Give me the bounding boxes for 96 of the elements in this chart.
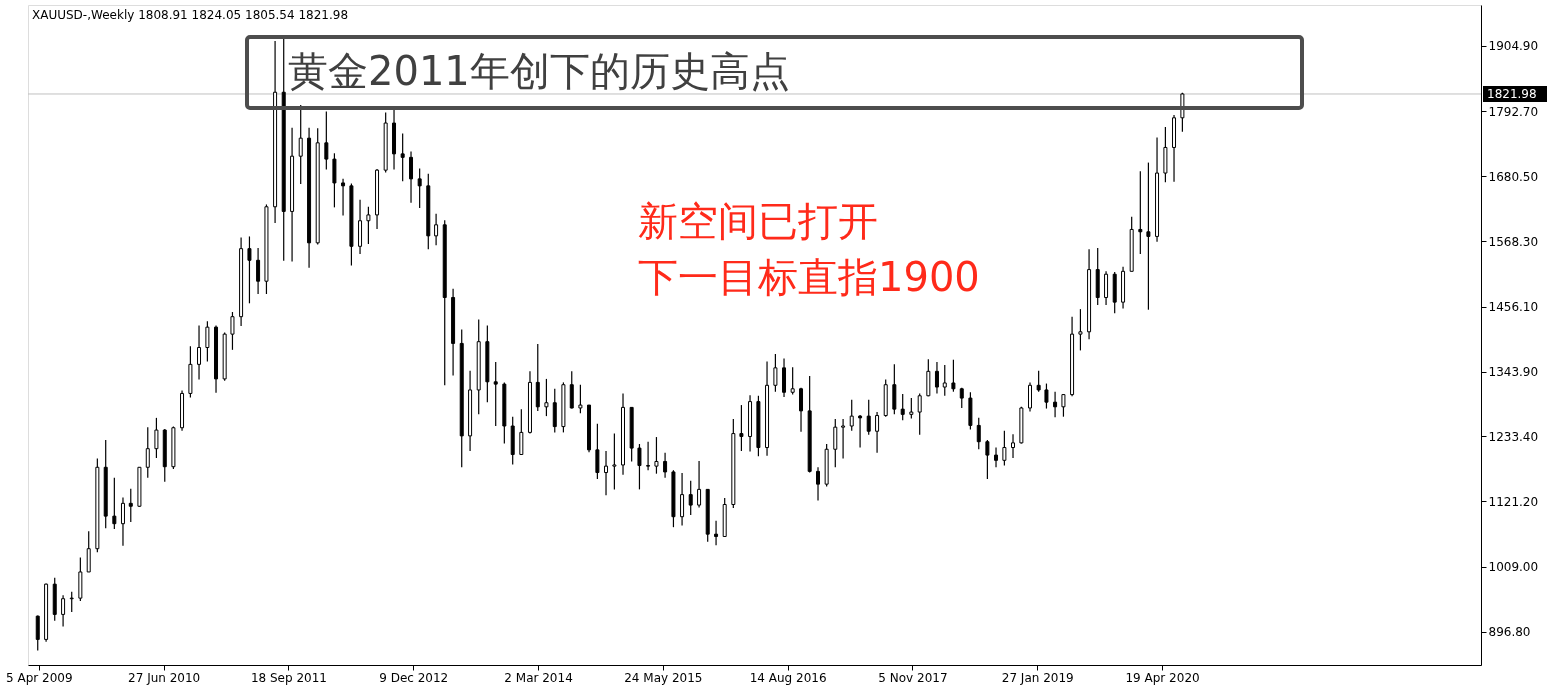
candlestick xyxy=(86,530,91,573)
candlestick xyxy=(205,320,210,363)
candlestick xyxy=(69,591,74,613)
candlestick xyxy=(875,411,880,454)
candlestick xyxy=(663,452,668,479)
candlestick xyxy=(595,423,600,480)
candlestick xyxy=(154,417,159,459)
y-tick-label: 1343.90 xyxy=(1488,365,1539,380)
y-tick-label: 896.80 xyxy=(1488,625,1531,640)
candlestick xyxy=(917,392,922,436)
y-tick-label: 1792.70 xyxy=(1488,104,1539,119)
x-tick-label: 5 Nov 2017 xyxy=(878,670,948,685)
candlestick xyxy=(519,408,524,456)
candlestick xyxy=(332,152,337,208)
candlestick xyxy=(493,361,498,427)
candlestick xyxy=(197,324,202,381)
candlestick xyxy=(942,364,947,397)
candlestick xyxy=(637,443,642,490)
candlestick xyxy=(866,399,871,436)
candlestick xyxy=(417,167,422,209)
candlestick xyxy=(1044,382,1049,410)
annotation: 新空间已打开 xyxy=(638,198,878,244)
x-tick-label: 18 Sep 2011 xyxy=(250,670,327,685)
candlestick xyxy=(112,477,117,530)
candlestick xyxy=(976,417,981,450)
candlestick xyxy=(680,472,685,527)
ref-line-label: 1821.98 xyxy=(1487,86,1537,101)
candlestick xyxy=(544,378,549,417)
candlestick xyxy=(1138,170,1143,255)
candlestick xyxy=(1146,161,1151,311)
candlestick xyxy=(714,520,719,546)
candlestick xyxy=(909,397,914,420)
candlestick xyxy=(951,359,956,393)
candlestick xyxy=(578,384,583,414)
annotation: 黄金2011年创下的历史高点 xyxy=(288,48,790,94)
y-tick-label: 1009.00 xyxy=(1488,560,1539,575)
candlestick xyxy=(35,614,40,652)
x-tick-label: 24 May 2015 xyxy=(624,670,703,685)
candlestick xyxy=(341,178,346,217)
candlestick xyxy=(1078,308,1083,352)
y-tick-label: 1904.90 xyxy=(1488,39,1539,54)
candlestick xyxy=(816,466,821,502)
x-tick-label: 2 Mar 2014 xyxy=(504,670,573,685)
x-tick-label: 19 Apr 2020 xyxy=(1125,670,1200,685)
candlestick xyxy=(985,439,990,480)
candlestick xyxy=(1028,381,1033,413)
candlestick xyxy=(298,104,303,185)
candlestick xyxy=(739,404,744,452)
candlestick xyxy=(324,110,329,171)
candlestick xyxy=(61,594,66,628)
candlestick xyxy=(858,414,863,449)
candlestick xyxy=(833,418,838,468)
candlestick xyxy=(128,488,133,523)
y-tick-label: 1680.50 xyxy=(1488,169,1539,184)
x-tick-label: 5 Apr 2009 xyxy=(6,670,73,685)
candlestick xyxy=(646,441,651,471)
y-tick-label: 1456.10 xyxy=(1488,300,1539,315)
candlestick xyxy=(900,393,905,421)
y-tick-label: 1568.30 xyxy=(1488,235,1539,249)
candlestick xyxy=(434,213,439,246)
candlestick xyxy=(366,206,371,245)
candlestick xyxy=(934,361,939,395)
candlestick xyxy=(145,426,150,479)
candlestick xyxy=(1036,370,1041,393)
candlestick xyxy=(1002,430,1007,467)
candlestick xyxy=(654,436,659,475)
x-tick-label: 9 Dec 2012 xyxy=(379,670,449,685)
candlestick xyxy=(1011,433,1016,459)
candlestick xyxy=(697,460,702,509)
candlestick xyxy=(552,388,557,433)
candlestick xyxy=(841,418,846,460)
candlestick xyxy=(400,132,405,182)
candlestick xyxy=(1053,391,1058,418)
candlestick xyxy=(790,366,795,396)
chart-title: XAUUSD-,Weekly 1808.91 1824.05 1805.54 1821.98 xyxy=(32,8,349,22)
x-tick-label: 14 Aug 2016 xyxy=(749,670,827,685)
candlestick xyxy=(247,235,252,304)
candlestick xyxy=(773,353,778,393)
candlestick xyxy=(120,496,125,547)
x-tick-label: 27 Jan 2019 xyxy=(1001,670,1074,685)
candlestick xyxy=(849,399,854,432)
candlestick xyxy=(994,446,999,468)
candlestick xyxy=(256,247,261,295)
annotation: 下一目标直指1900 xyxy=(638,254,980,300)
y-tick-label: 1121.20 xyxy=(1488,494,1539,509)
x-tick-label: 27 Jun 2010 xyxy=(128,670,201,685)
candlestick xyxy=(604,450,609,496)
candlestick xyxy=(799,387,804,433)
candlestick xyxy=(1061,393,1066,418)
candlestick xyxy=(612,432,617,490)
candlestick xyxy=(569,370,574,410)
candlestick xyxy=(688,480,693,516)
y-tick-label: 1233.40 xyxy=(1488,429,1539,444)
candlestick xyxy=(230,311,235,351)
candlestick xyxy=(1104,270,1109,306)
candlestick xyxy=(409,150,414,204)
